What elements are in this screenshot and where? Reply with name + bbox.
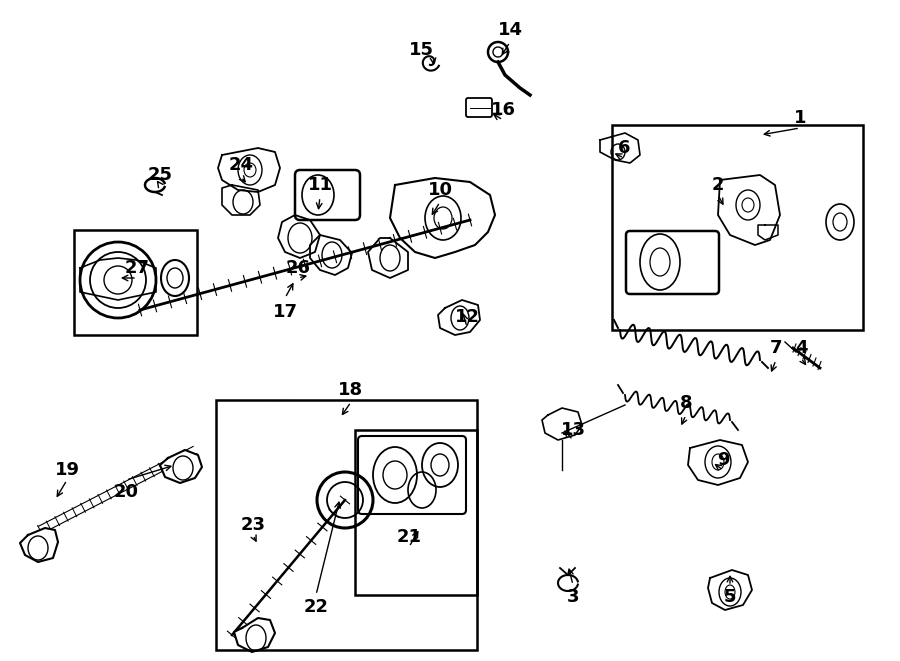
FancyBboxPatch shape [626, 231, 719, 294]
Polygon shape [218, 148, 280, 192]
Text: 7: 7 [770, 339, 782, 357]
Text: 19: 19 [55, 461, 79, 479]
Text: 22: 22 [303, 598, 328, 616]
Text: 6: 6 [617, 139, 630, 157]
Text: 4: 4 [795, 339, 807, 357]
Text: 20: 20 [113, 483, 139, 501]
Polygon shape [368, 238, 408, 278]
Polygon shape [758, 225, 778, 240]
Polygon shape [278, 215, 320, 258]
Text: 27: 27 [124, 259, 149, 277]
FancyBboxPatch shape [358, 436, 466, 514]
Text: 14: 14 [498, 21, 523, 39]
Text: 23: 23 [240, 516, 266, 534]
Text: 15: 15 [409, 41, 434, 59]
Text: 9: 9 [716, 451, 729, 469]
Polygon shape [708, 570, 752, 610]
Text: 12: 12 [454, 308, 480, 326]
Text: 3: 3 [567, 588, 580, 606]
Text: 25: 25 [148, 166, 173, 184]
Bar [355, 430, 477, 595]
Polygon shape [234, 618, 275, 652]
Bar [216, 400, 477, 650]
Text: 18: 18 [338, 381, 364, 399]
Polygon shape [160, 450, 202, 483]
Polygon shape [390, 178, 495, 258]
Text: 2: 2 [712, 176, 724, 194]
Polygon shape [20, 528, 58, 562]
Text: 24: 24 [229, 156, 254, 174]
Bar [612, 125, 863, 330]
Text: 8: 8 [680, 394, 692, 412]
FancyBboxPatch shape [295, 170, 360, 220]
Polygon shape [542, 408, 582, 440]
Polygon shape [222, 185, 260, 215]
Polygon shape [438, 300, 480, 335]
Polygon shape [310, 235, 352, 275]
Text: 26: 26 [285, 259, 310, 277]
Text: 17: 17 [273, 303, 298, 321]
FancyBboxPatch shape [466, 98, 492, 117]
Polygon shape [80, 258, 156, 300]
Text: 1: 1 [794, 109, 806, 127]
Text: 13: 13 [561, 421, 586, 439]
Text: 10: 10 [428, 181, 453, 199]
Polygon shape [688, 440, 748, 485]
Polygon shape [718, 175, 780, 245]
Text: 5: 5 [724, 588, 736, 606]
Text: 21: 21 [397, 528, 421, 546]
Polygon shape [600, 133, 640, 163]
Text: 11: 11 [308, 176, 332, 194]
Bar [74, 230, 197, 335]
Text: 16: 16 [491, 101, 516, 119]
